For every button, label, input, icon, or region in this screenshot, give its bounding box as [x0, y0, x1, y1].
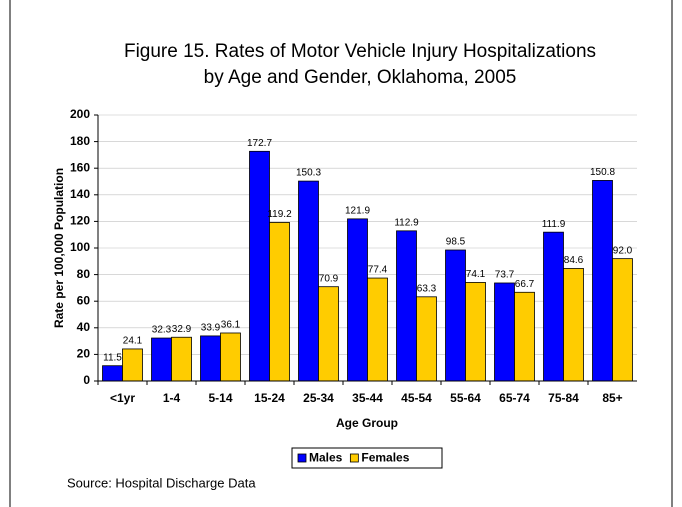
bar — [494, 282, 515, 382]
y-tick-label: 200 — [70, 107, 90, 121]
value-label: 92.0 — [613, 245, 633, 256]
x-tick-label: 15-24 — [254, 391, 285, 405]
x-tick-label: 35-44 — [352, 391, 383, 405]
bar — [465, 282, 486, 382]
x-tick-label: 85+ — [602, 391, 622, 405]
value-label: 111.9 — [542, 219, 566, 230]
y-tick-label: 160 — [70, 160, 90, 174]
bar — [151, 337, 172, 382]
chart-title: by Age and Gender, Oklahoma, 2005 — [204, 67, 517, 88]
y-tick-label: 120 — [70, 214, 90, 228]
value-label: 11.5 — [103, 352, 122, 363]
bar — [171, 336, 192, 382]
bar — [592, 180, 613, 382]
value-label: 36.1 — [221, 320, 241, 331]
bar — [220, 332, 241, 382]
value-label: 66.7 — [515, 279, 535, 290]
x-tick-label: 75-84 — [548, 391, 579, 405]
bar — [318, 286, 339, 382]
value-label: 150.3 — [296, 168, 321, 179]
y-tick-label: 0 — [83, 373, 90, 387]
bar — [514, 291, 535, 382]
x-tick-label: 5-14 — [208, 391, 232, 405]
x-axis-label: Age Group — [336, 416, 398, 430]
bar — [122, 348, 143, 382]
bar — [612, 258, 633, 382]
value-label: 70.9 — [319, 273, 339, 284]
value-label: 98.5 — [446, 237, 466, 248]
x-tick-label: 45-54 — [401, 391, 432, 405]
x-tick-label: 25-34 — [303, 391, 334, 405]
legend-swatch — [349, 453, 359, 463]
value-label: 74.1 — [466, 269, 486, 280]
y-axis-label: Rate per 100,000 Population — [52, 168, 66, 328]
bar — [563, 268, 584, 382]
x-tick-label: 1-4 — [163, 391, 181, 405]
bar — [416, 296, 437, 382]
bar — [298, 180, 319, 382]
legend-label: Males — [309, 451, 343, 465]
value-label: 84.6 — [564, 255, 584, 266]
x-tick-label: 65-74 — [499, 391, 530, 405]
bar — [396, 230, 417, 382]
y-tick-label: 180 — [70, 134, 90, 148]
value-label: 150.8 — [590, 167, 615, 178]
value-label: 172.7 — [247, 138, 272, 149]
y-tick-label: 100 — [70, 240, 90, 254]
value-label: 63.3 — [417, 283, 437, 294]
value-label: 32.3 — [152, 325, 172, 336]
bar — [445, 249, 466, 382]
value-label: 121.9 — [345, 206, 370, 217]
bar — [249, 150, 270, 382]
y-tick-label: 40 — [77, 320, 91, 334]
value-label: 33.9 — [201, 323, 221, 334]
legend-label: Females — [361, 451, 409, 465]
y-tick-label: 60 — [77, 293, 91, 307]
x-tick-label: 55-64 — [450, 391, 481, 405]
chart-title: Figure 15. Rates of Motor Vehicle Injury… — [124, 41, 596, 62]
source: Source: Hospital Discharge Data — [67, 475, 256, 490]
bar — [200, 335, 221, 382]
value-label: 73.7 — [495, 270, 515, 281]
y-tick-label: 80 — [77, 267, 91, 281]
value-label: 32.9 — [172, 324, 192, 335]
value-label: 77.4 — [368, 265, 388, 276]
legend-box — [291, 447, 443, 469]
x-tick-label: <1yr — [110, 391, 135, 405]
bar — [269, 222, 290, 382]
y-tick-label: 20 — [77, 347, 91, 361]
bar — [102, 365, 123, 382]
bar — [543, 231, 564, 382]
value-label: 112.9 — [394, 217, 419, 228]
y-tick-label: 140 — [70, 187, 90, 201]
legend-swatch — [297, 453, 307, 463]
bar — [367, 277, 388, 382]
value-label: 119.2 — [267, 209, 292, 220]
value-label: 24.1 — [123, 336, 143, 347]
bar — [347, 218, 368, 382]
